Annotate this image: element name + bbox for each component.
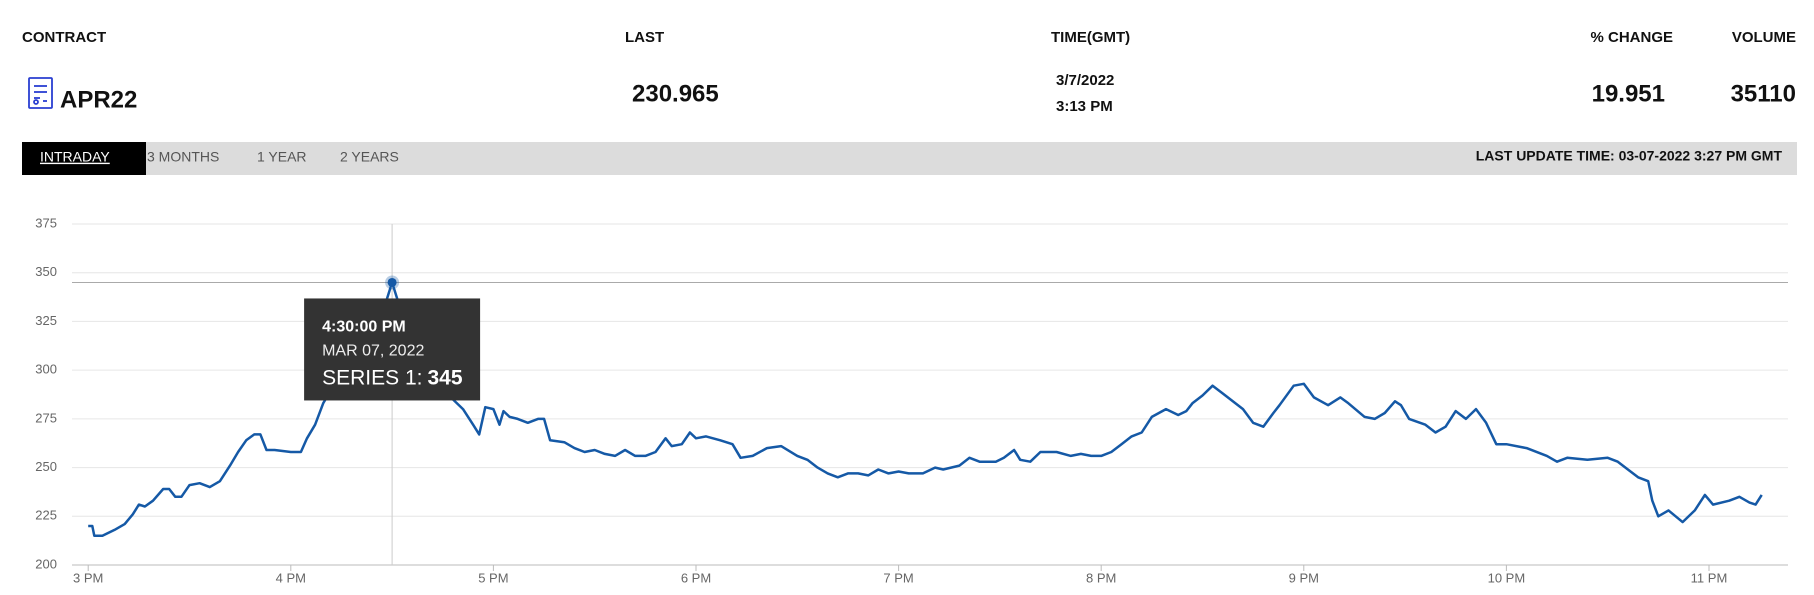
hover-point	[387, 277, 397, 287]
tooltip: 4:30:00 PM MAR 07, 2022 SERIES 1: 345	[304, 298, 481, 401]
x-tick-label: 3 PM	[73, 570, 103, 585]
active-tab[interactable]	[22, 142, 146, 175]
x-tick-label: 10 PM	[1488, 570, 1526, 585]
column-header: CONTRACT	[22, 29, 106, 46]
y-tick-label: 200	[35, 556, 57, 571]
x-tick-label: 9 PM	[1289, 570, 1319, 585]
x-tick-label: 11 PM	[1691, 570, 1728, 585]
y-tick-label: 300	[35, 362, 57, 377]
tab[interactable]: INTRADAY	[40, 149, 110, 165]
tab[interactable]: 2 YEARS	[340, 149, 399, 165]
tab[interactable]: 1 YEAR	[257, 149, 307, 165]
trade-date: 3/7/2022	[1056, 72, 1114, 89]
contract-icon	[28, 77, 53, 109]
column-header: TIME(GMT)	[1051, 29, 1130, 46]
x-tick-label: 5 PM	[478, 570, 508, 585]
y-tick-label: 250	[35, 459, 57, 474]
y-tick-label: 325	[35, 313, 57, 328]
x-tick-label: 8 PM	[1086, 570, 1116, 585]
x-tick-label: 4 PM	[276, 570, 306, 585]
tooltip-time: 4:30:00 PM	[322, 319, 406, 336]
price-line	[88, 281, 1763, 538]
y-tick-label: 375	[35, 215, 57, 230]
volume: 35110	[1731, 80, 1796, 107]
percent-change: 19.951	[1592, 80, 1665, 107]
y-tick-label: 225	[35, 508, 57, 523]
column-header: % CHANGE	[1590, 29, 1673, 46]
tooltip-date: MAR 07, 2022	[322, 343, 424, 360]
tab-bar	[22, 142, 1797, 175]
contract: APR22	[60, 86, 137, 113]
tooltip-box	[304, 298, 481, 401]
column-header: LAST	[625, 29, 664, 46]
tab[interactable]: 3 MONTHS	[147, 149, 219, 165]
last-price: 230.965	[632, 80, 719, 107]
y-tick-label: 350	[35, 264, 57, 279]
tooltip-series: SERIES 1: 345	[322, 366, 463, 389]
x-tick-label: 7 PM	[883, 570, 913, 585]
y-tick-label: 275	[35, 410, 57, 425]
tooltip-series-label: SERIES 1:	[322, 366, 422, 389]
tooltip-value: 345	[427, 366, 462, 389]
trade-time: 3:13 PM	[1056, 98, 1113, 115]
last-update: LAST UPDATE TIME: 03-07-2022 3:27 PM GMT	[1476, 148, 1783, 164]
column-header: VOLUME	[1732, 29, 1796, 46]
x-tick-label: 6 PM	[681, 570, 711, 585]
